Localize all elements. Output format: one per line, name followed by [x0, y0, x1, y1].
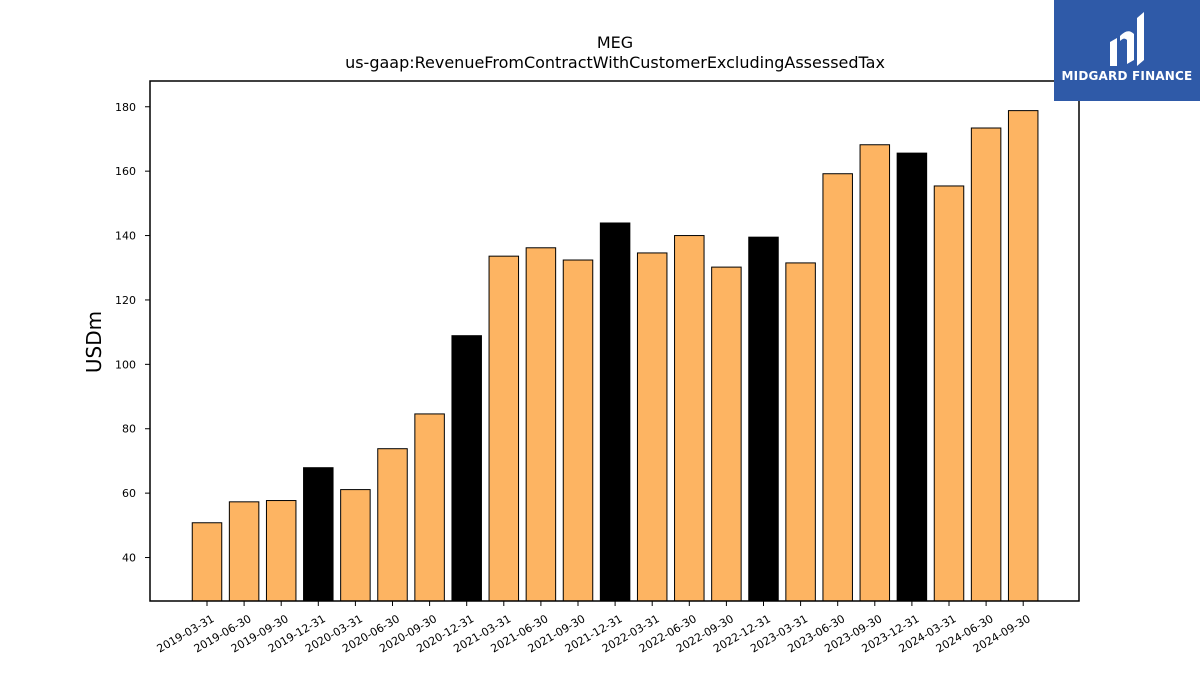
bar-2019-06-30 — [228, 501, 260, 602]
chart-title: MEG — [597, 33, 633, 52]
y-ticks-group: 40 60 80 100 120 140 160 180 — [115, 101, 150, 565]
y-tick-label: 160 — [115, 165, 136, 178]
chart-subtitle: us-gaap:RevenueFromContractWithCustomerE… — [345, 53, 885, 72]
bar-2023-03-31 — [785, 262, 816, 602]
y-tick-label: 100 — [115, 358, 136, 371]
bar-2019-03-31 — [191, 522, 223, 602]
y-tick-label: 120 — [115, 294, 136, 307]
bar-2019-09-30 — [265, 500, 297, 602]
y-tick-label: 80 — [122, 423, 136, 436]
bar-2021-09-30 — [562, 259, 594, 602]
bar-2020-12-31 — [451, 335, 482, 602]
bar-2022-03-31 — [636, 252, 668, 602]
plot-frame — [149, 80, 1080, 602]
bar-2021-03-31 — [488, 255, 520, 602]
y-tick-label: 40 — [122, 552, 136, 565]
bar-2020-09-30 — [414, 413, 445, 602]
bar-2023-09-30 — [859, 144, 891, 602]
bar-2020-03-31 — [340, 489, 371, 602]
bar-2019-12-31 — [303, 467, 334, 602]
midgard-logo-icon — [1110, 12, 1144, 66]
bar-2023-12-31 — [896, 152, 928, 602]
y-tick-label: 60 — [122, 487, 136, 500]
bar-2023-06-30 — [822, 173, 853, 602]
x-ticks-group: 2019-03-312019-06-302019-09-302019-12-31… — [155, 601, 1033, 655]
y-axis-label: USDm — [82, 311, 106, 373]
bar-2024-06-30 — [970, 127, 1002, 602]
bar-2024-03-31 — [933, 185, 965, 602]
y-tick-label: 140 — [115, 230, 136, 243]
brand-logo: MIDGARD FINANCE — [1054, 0, 1200, 101]
bar-2022-09-30 — [711, 266, 742, 602]
logo-text: MIDGARD FINANCE — [1061, 69, 1193, 83]
bar-2022-06-30 — [674, 235, 705, 602]
bars-group — [191, 110, 1039, 602]
bar-2024-09-30 — [1007, 110, 1039, 602]
y-tick-label: 180 — [115, 101, 136, 114]
bar-2021-06-30 — [525, 247, 557, 602]
bar-2022-12-31 — [748, 236, 779, 602]
bar-2020-06-30 — [377, 448, 408, 602]
bar-2021-12-31 — [599, 222, 631, 602]
